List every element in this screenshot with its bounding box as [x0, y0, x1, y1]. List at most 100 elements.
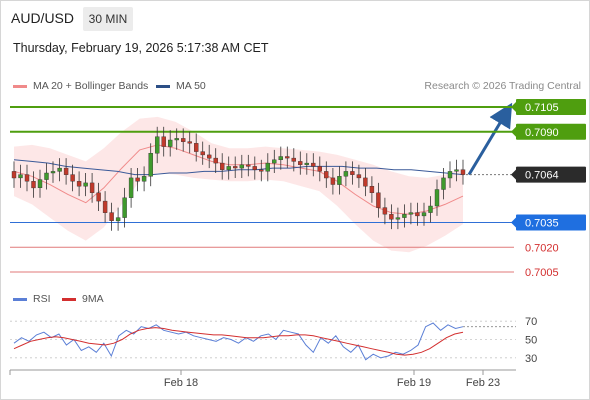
candle-bear — [135, 177, 140, 182]
ma50-swatch-icon — [156, 84, 170, 88]
candle-bear — [213, 157, 218, 164]
candle — [239, 154, 245, 178]
candle — [148, 143, 153, 187]
candle — [96, 182, 101, 211]
candle-bull — [454, 169, 459, 172]
bollinger-swatch-icon — [13, 84, 27, 88]
candle — [70, 164, 75, 192]
candle — [187, 131, 192, 154]
candle — [135, 168, 140, 192]
candle — [311, 153, 316, 177]
candle-bear — [252, 166, 258, 170]
candle — [63, 158, 69, 185]
candle — [37, 169, 43, 198]
level-label: 0.7020 — [525, 242, 559, 254]
level-badge-pointer — [511, 169, 516, 180]
legend-9ma-label: 9MA — [82, 293, 104, 305]
candle — [350, 161, 355, 185]
candle — [226, 156, 231, 180]
bollinger-band-layer — [13, 116, 464, 253]
candle-bull — [154, 136, 160, 154]
candle-bull — [18, 174, 23, 179]
candle — [213, 148, 218, 173]
ma9-swatch-icon — [62, 297, 76, 301]
candle — [102, 191, 108, 223]
candle — [174, 128, 179, 150]
level-badge-pointer — [511, 217, 516, 228]
candle — [206, 144, 212, 169]
level-badge-resistance — [516, 99, 586, 115]
level-label: 0.7090 — [525, 127, 559, 139]
rsi-tick-label: 50 — [525, 335, 537, 347]
candle-bear — [350, 171, 355, 175]
x-axis: Feb 18 Feb 19 Feb 23 — [9, 369, 516, 389]
candle — [122, 187, 127, 228]
ma50-line — [13, 159, 464, 176]
candle-bull — [395, 217, 401, 220]
candle — [167, 130, 173, 157]
candle — [44, 163, 49, 190]
candle-bear — [200, 151, 205, 156]
candle — [83, 173, 88, 197]
level-badge-current — [516, 166, 586, 183]
candle-bull — [343, 171, 349, 177]
candle — [291, 148, 296, 172]
candle-bull — [441, 177, 446, 190]
candle-bull — [128, 177, 134, 198]
legend-rsi: RSI — [13, 293, 51, 305]
candle-bear — [109, 212, 114, 222]
candle — [447, 161, 453, 188]
rsi-tick-label: 70 — [525, 316, 537, 328]
candle-bear — [382, 207, 388, 215]
legend-bollinger: MA 20 + Bollinger Bands — [13, 80, 148, 92]
candle-bull — [37, 179, 43, 189]
candle-bear — [219, 162, 225, 170]
candle — [389, 204, 394, 230]
candle — [219, 153, 225, 180]
candle-bear — [193, 143, 199, 152]
bollinger-band-area — [14, 116, 463, 253]
candle-bull — [265, 162, 270, 172]
candle — [434, 179, 440, 216]
candle — [265, 153, 270, 182]
candle — [57, 158, 62, 182]
rsi-series-9ma — [13, 327, 464, 356]
candle — [259, 159, 264, 182]
candle-bear — [356, 174, 362, 179]
candle-bear — [102, 200, 108, 213]
candle — [200, 141, 205, 165]
candle-bear — [24, 174, 30, 182]
candle — [402, 204, 407, 228]
candle — [382, 197, 388, 225]
candle — [285, 146, 290, 169]
candle — [369, 176, 375, 203]
timeframe-button[interactable]: 30 MIN — [83, 7, 133, 31]
candle-bull — [408, 212, 414, 215]
candle-bull — [148, 152, 153, 177]
candle-bear — [161, 136, 166, 147]
candle-bull — [83, 182, 88, 187]
candle — [246, 154, 251, 177]
candle — [376, 182, 381, 218]
indicator-lines-layer — [13, 102, 513, 176]
level-label: 0.7005 — [525, 267, 559, 279]
candle — [154, 126, 160, 164]
candle — [180, 128, 186, 152]
candle — [24, 164, 30, 192]
candle — [330, 168, 336, 195]
candle — [324, 161, 329, 188]
candle-bear — [70, 174, 75, 182]
candle — [304, 153, 309, 175]
candle — [298, 151, 303, 175]
candle — [356, 164, 362, 188]
level-badge-pointer — [511, 102, 516, 112]
candle-bear — [460, 169, 466, 175]
candle-bear — [285, 156, 290, 159]
candle-bear — [63, 167, 69, 175]
candle-bear — [415, 212, 420, 217]
candle-bull — [115, 217, 121, 222]
level-label: 0.7064 — [525, 170, 559, 182]
level-badge-support — [516, 214, 586, 231]
level-label: 0.7035 — [525, 218, 559, 230]
